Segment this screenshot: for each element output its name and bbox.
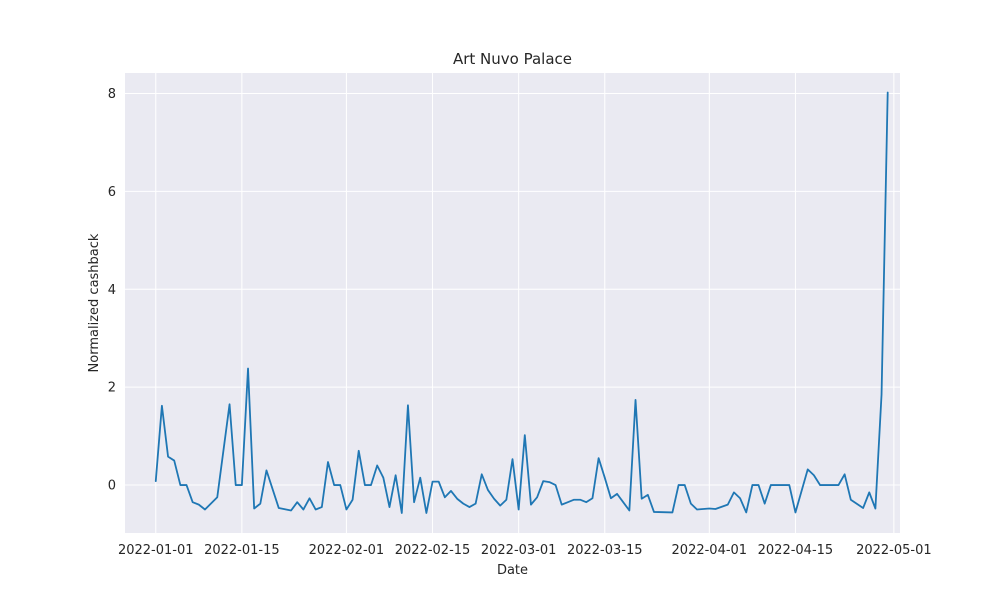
plot-area — [125, 73, 900, 533]
y-tick-label: 2 — [108, 381, 116, 396]
x-tick-labels: 2022-01-01 2022-01-15 2022-02-01 2022-02-15… — [118, 543, 932, 558]
x-tick-label: 2022-02-15 — [395, 543, 471, 558]
y-tick-label: 8 — [108, 87, 116, 102]
x-tick-label: 2022-04-01 — [672, 543, 748, 558]
x-tick-label: 2022-04-15 — [758, 543, 834, 558]
x-tick-label: 2022-03-15 — [567, 543, 643, 558]
x-tick-label: 2022-01-01 — [118, 543, 194, 558]
y-tick-label: 6 — [108, 185, 116, 200]
x-tick-label: 2022-05-01 — [856, 543, 932, 558]
y-tick-labels: 0 2 4 6 8 — [108, 87, 116, 493]
chart-title: Art Nuvo Palace — [453, 50, 572, 68]
y-axis-label: Normalized cashback — [87, 233, 102, 372]
x-tick-label: 2022-01-15 — [204, 543, 280, 558]
y-tick-label: 0 — [108, 479, 116, 494]
series-line — [154, 91, 889, 514]
x-axis-label: Date — [497, 563, 528, 578]
x-tick-label: 2022-02-01 — [309, 543, 385, 558]
series-group — [154, 91, 889, 514]
x-tick-label: 2022-03-01 — [481, 543, 557, 558]
x-grid — [155, 73, 895, 533]
y-tick-label: 4 — [108, 283, 116, 298]
